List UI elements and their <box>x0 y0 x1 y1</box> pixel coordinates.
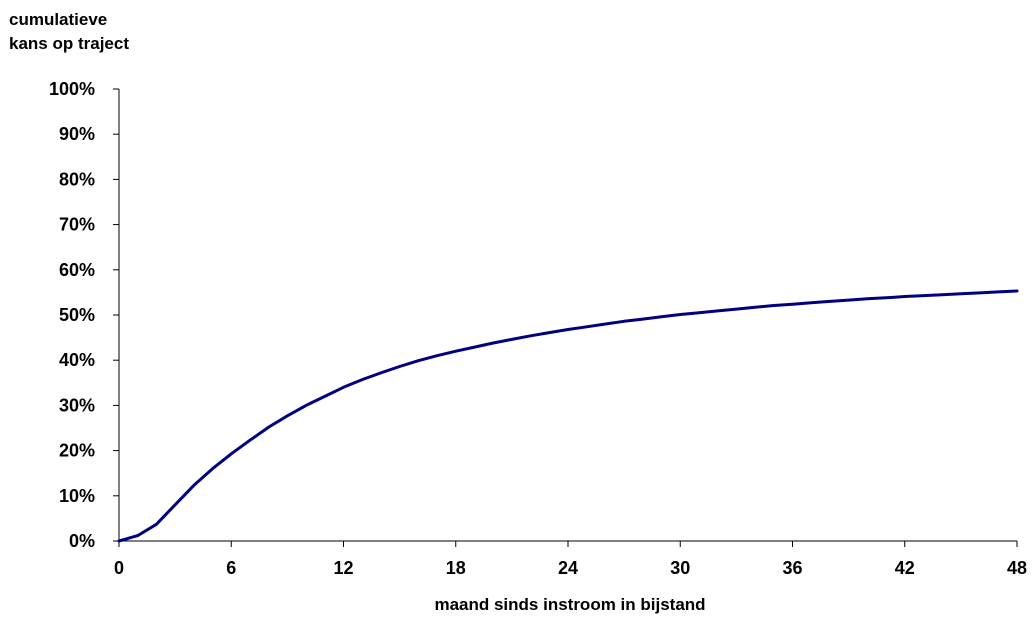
x-tick-label: 6 <box>226 558 236 578</box>
x-tick-label: 24 <box>558 558 578 578</box>
y-tick-label: 90% <box>59 124 95 144</box>
x-tick-label: 12 <box>333 558 353 578</box>
y-tick-label: 30% <box>59 395 95 415</box>
x-tick-label: 0 <box>114 558 124 578</box>
series-group <box>117 289 1019 543</box>
y-tick-label: 0% <box>69 531 95 551</box>
y-tick-label: 20% <box>59 441 95 461</box>
y-tick-label: 60% <box>59 260 95 280</box>
y-tick-label: 70% <box>59 215 95 235</box>
y-tick-label: 80% <box>59 169 95 189</box>
x-tick-label: 18 <box>446 558 466 578</box>
x-tick-label: 48 <box>1007 558 1027 578</box>
x-tick-label: 42 <box>895 558 915 578</box>
x-tick-label: 30 <box>670 558 690 578</box>
x-axis: 0 6 12 18 24 30 36 42 48 <box>114 540 1027 578</box>
y-tick-label: 10% <box>59 486 95 506</box>
y-axis-title-line-1: cumulatieve <box>9 10 108 29</box>
x-axis-title: maand sinds instroom in bijstand <box>434 595 706 614</box>
y-tick-label: 40% <box>59 350 95 370</box>
x-tick-label: 36 <box>782 558 802 578</box>
y-axis-title: cumulatieve kans op traject <box>9 8 129 56</box>
y-tick-label: 50% <box>59 305 95 325</box>
y-tick-label: 100% <box>49 79 95 99</box>
line-chart: 0% 10% 20% 30% 40% 50% 60% 70% 80% 90% 100% 0 6 12 18… <box>49 79 1027 578</box>
series-line <box>117 289 1019 543</box>
y-axis: 0% 10% 20% 30% 40% 50% 60% 70% 80% 90% 100% <box>49 79 120 551</box>
y-axis-title-line-2: kans op traject <box>9 34 129 53</box>
